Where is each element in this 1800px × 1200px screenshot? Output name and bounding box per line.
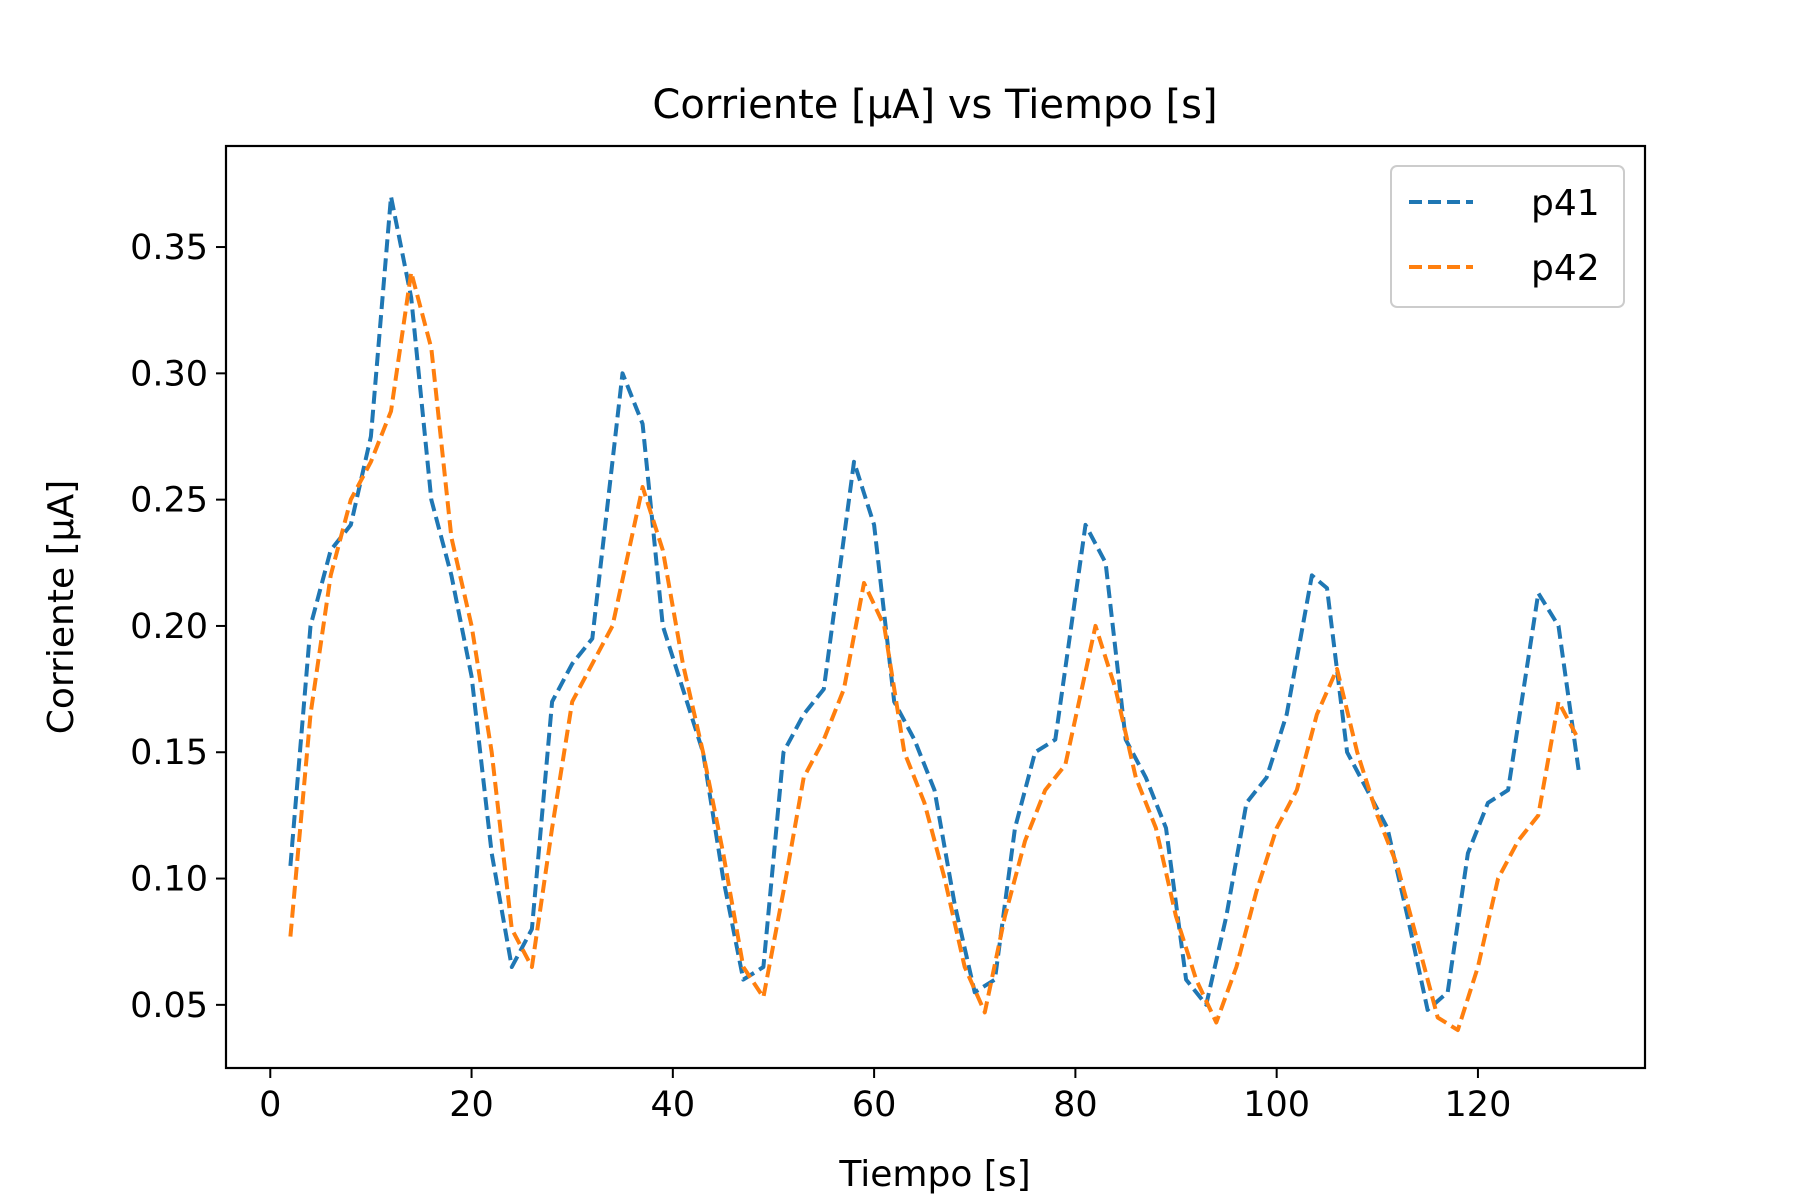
legend: p41 p42 — [1390, 165, 1625, 308]
x-axis-ticks: 0 20 40 60 80 100 120 — [259, 1068, 1511, 1125]
plot-frame — [224, 144, 1647, 1070]
series-line-p42 — [288, 270, 1581, 1033]
y-tick-label: 0.35 — [130, 228, 208, 268]
y-tick-label: 0.30 — [130, 354, 208, 394]
y-tick-label: 0.05 — [130, 986, 208, 1026]
series-line-p41 — [288, 194, 1581, 1012]
y-tick-label: 0.25 — [130, 481, 208, 521]
y-tick-label: 0.15 — [130, 733, 208, 773]
x-tick-label: 0 — [259, 1085, 281, 1125]
chart-title: Corriente [μA] vs Tiempo [s] — [652, 82, 1217, 128]
x-tick-label: 80 — [1053, 1085, 1098, 1125]
x-tick-label: 20 — [449, 1085, 494, 1125]
x-tick-label: 100 — [1243, 1085, 1310, 1125]
legend-label-p41: p41 — [1531, 183, 1600, 224]
x-axis-label: Tiempo [s] — [838, 1154, 1030, 1195]
y-tick-label: 0.20 — [130, 607, 208, 647]
series-layer — [288, 194, 1581, 1033]
x-tick-label: 40 — [651, 1085, 696, 1125]
legend-label-p42: p42 — [1531, 248, 1600, 289]
y-tick-label: 0.10 — [130, 860, 208, 900]
x-tick-label: 60 — [852, 1085, 897, 1125]
y-axis-ticks: 0.05 0.10 0.15 0.20 0.25 0.30 0.35 — [130, 228, 226, 1026]
y-axis-label: Corriente [μA] — [41, 480, 82, 734]
x-tick-label: 120 — [1445, 1085, 1512, 1125]
